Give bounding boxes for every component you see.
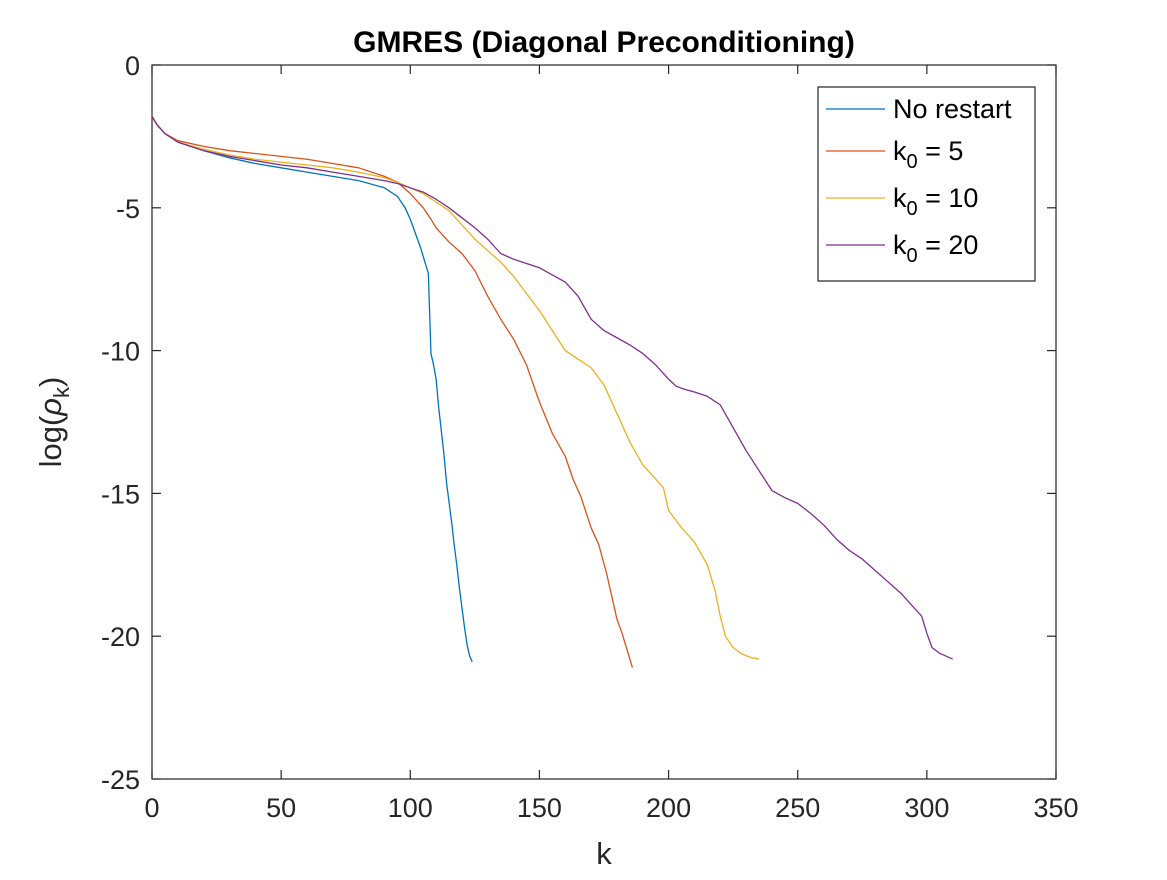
legend-box xyxy=(817,86,1036,282)
series-line-3 xyxy=(151,116,953,660)
series-line-0 xyxy=(151,116,473,663)
legend: No restart k0 = 5 k0 = 10 k0 = 20 xyxy=(817,86,1036,282)
tick-layer xyxy=(151,64,1057,780)
y-tick-label: -20 xyxy=(101,622,140,652)
x-tick-label: 250 xyxy=(775,793,820,823)
y-tick-label: -15 xyxy=(101,479,140,509)
y-tick-label: -25 xyxy=(101,765,140,795)
legend-label-3: k0 = 20 xyxy=(893,230,978,267)
x-tick-label: 50 xyxy=(266,793,296,823)
series-line-1 xyxy=(151,116,634,668)
x-tick-label: 350 xyxy=(1033,793,1078,823)
x-tick-label: 100 xyxy=(388,793,433,823)
tick-label-layer: 0 50 100 150 200 250 300 350 0 -5 -10 -15 -20 -25 xyxy=(101,51,1079,823)
legend-label-2: k0 = 10 xyxy=(893,183,978,220)
x-axis-label: k xyxy=(596,836,612,871)
y-tick-label: -5 xyxy=(116,194,140,224)
series-line-2 xyxy=(151,116,760,660)
chart-title: GMRES (Diagonal Preconditioning) xyxy=(353,26,855,59)
y-tick-label: -10 xyxy=(101,337,140,367)
legend-entries: No restart k0 = 5 k0 = 10 k0 = 20 xyxy=(826,94,1012,267)
legend-label-0: No restart xyxy=(893,94,1012,124)
x-tick-label: 150 xyxy=(517,793,562,823)
series-layer xyxy=(151,116,953,668)
y-tick-label: 0 xyxy=(125,51,140,81)
x-tick-label: 200 xyxy=(646,793,691,823)
x-tick-label: 300 xyxy=(904,793,949,823)
legend-label-1: k0 = 5 xyxy=(893,136,963,173)
x-tick-label: 0 xyxy=(144,793,159,823)
y-axis-label: log(ρk) xyxy=(33,377,74,468)
